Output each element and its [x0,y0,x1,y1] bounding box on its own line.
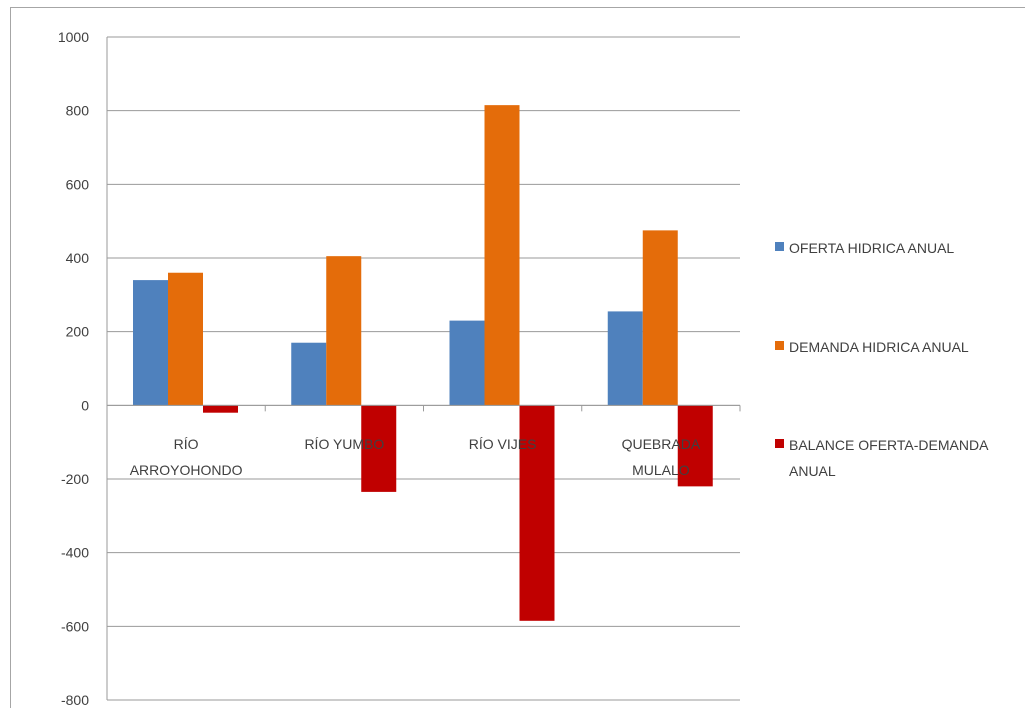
bar [326,256,362,406]
bar [133,280,168,406]
chart-frame [10,7,1025,708]
y-tick-label: 200 [66,324,90,340]
y-tick-label: 1000 [58,29,89,45]
bar [203,405,238,413]
y-axis-tick-labels: 1000 800 600 400 200 0 -200 -400 -600 -800 [58,29,89,708]
legend-label: ANUAL [789,463,836,479]
bar [449,320,485,406]
legend-swatch [775,439,784,448]
legend-label: BALANCE OFERTA-DEMANDA [789,437,989,453]
category-label: MULALO [632,462,690,478]
bar [642,230,678,406]
category-label: RÍO VIJES [469,436,537,452]
bar [607,311,643,406]
legend-swatch [775,242,784,251]
legend-label: OFERTA HIDRICA ANUAL [789,240,954,256]
y-tick-label: -400 [61,545,89,561]
bar [677,405,713,487]
y-tick-label: 400 [66,250,90,266]
axes [106,37,741,700]
legend-label: DEMANDA HIDRICA ANUAL [789,339,969,355]
legend-swatch [775,341,784,350]
category-labels: RÍO ARROYOHONDO RÍO YUMBO RÍO VIJES QUEBRADA… [130,436,701,478]
bar [484,105,520,406]
y-tick-label: 600 [66,176,90,192]
y-tick-label: -200 [61,471,89,487]
category-label: RÍO YUMBO [304,436,384,452]
y-tick-label: -800 [61,692,89,708]
bar [361,405,397,492]
legend: OFERTA HIDRICA ANUAL DEMANDA HIDRICA ANUA… [775,240,989,479]
bars [133,105,713,621]
y-tick-label: 800 [66,103,90,119]
category-label: QUEBRADA [622,436,701,452]
category-label: ARROYOHONDO [130,462,243,478]
bar [519,405,555,621]
category-label: RÍO [174,436,199,452]
y-tick-label: 0 [81,397,89,413]
bar [168,272,203,406]
bar [291,342,327,406]
y-tick-label: -600 [61,618,89,634]
